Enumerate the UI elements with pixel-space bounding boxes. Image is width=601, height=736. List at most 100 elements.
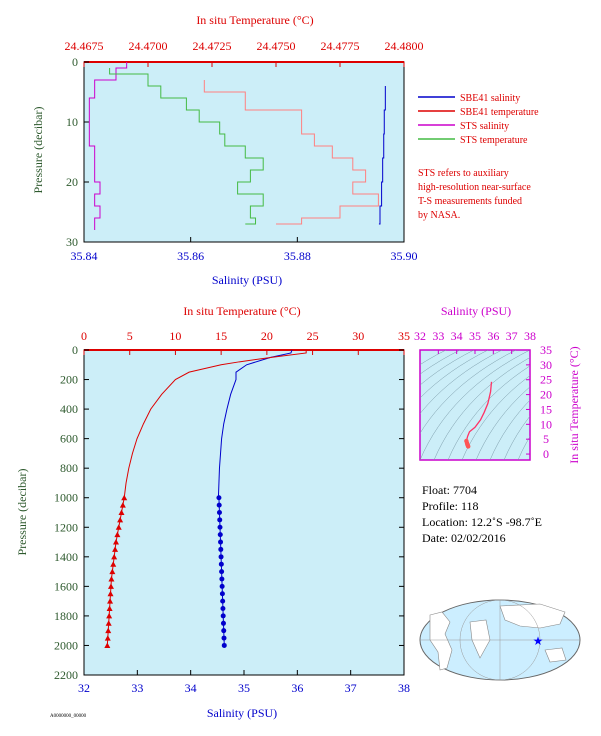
profile-marker-salinity-deep — [218, 546, 224, 552]
footer-code: A0000000_00000 — [50, 714, 87, 719]
top-y-tick-label: 30 — [66, 235, 78, 249]
profile-marker-salinity-deep — [216, 502, 222, 508]
sts-note: STS refers to auxiliary high-resolution n… — [418, 168, 531, 221]
ts-density-contour — [420, 350, 489, 399]
profile-x-tick-label: 36 — [291, 681, 303, 695]
profile-marker-temperature-deep — [106, 605, 113, 612]
ts-density-contour — [420, 350, 530, 460]
profile-series-temperature — [123, 350, 307, 498]
top-y-tick-label: 20 — [66, 175, 78, 189]
profile-series-salinity — [217, 349, 293, 498]
ts-density-contour — [489, 399, 530, 460]
profile-marker-salinity-deep — [218, 539, 224, 545]
ts-x-tick-label: 36 — [487, 329, 499, 343]
profile-marker-temperature-deep — [104, 635, 111, 641]
profile-marker-salinity-deep — [221, 628, 227, 634]
profile-y-tick-label: 200 — [60, 373, 78, 387]
profile-x2-tick-label: 15 — [215, 329, 227, 343]
top-x-tick-label: 35.88 — [284, 249, 311, 263]
profile-marker-salinity-deep — [216, 510, 222, 515]
top-y-tick-label: 0 — [72, 55, 78, 69]
profile-marker-salinity-deep — [217, 517, 223, 523]
profile-marker-temperature-deep — [117, 516, 124, 523]
profile-number: Profile: 118 — [422, 499, 479, 513]
world-map: ★ — [419, 599, 581, 681]
map-grid — [420, 599, 580, 681]
top-x-tick-label: 35.84 — [71, 249, 98, 263]
profile-x2-tick-label: 30 — [352, 329, 364, 343]
profile-y-tick-label: 1800 — [54, 609, 78, 623]
profile-marker-salinity-deep — [218, 561, 224, 567]
top-plot-area — [83, 61, 405, 243]
profile-y-label: Pressure (decibar) — [15, 469, 29, 556]
profile-y-tick-label: 0 — [72, 343, 78, 357]
top-x-tick-label: 35.90 — [391, 249, 418, 263]
profile-marker-temperature-deep — [105, 627, 112, 634]
profile-y-tick-label: 1400 — [54, 550, 78, 564]
profile-y-ticks: 0 200 400 600 800 1000 1200 1400 1600 1800 2000 220… — [54, 343, 404, 682]
top-x2-ticks: 24.4675 24.4700 24.4725 24.4750 24.4775 24.48… — [65, 39, 424, 67]
top-y-tick-label: 10 — [66, 115, 78, 129]
ts-x-tick-label: 32 — [414, 329, 426, 343]
profile-marker-salinity-deep — [218, 554, 224, 560]
ts-x-tick-label: 35 — [469, 329, 481, 343]
top-x-tick-label: 35.86 — [177, 249, 204, 263]
ts-series — [464, 381, 493, 449]
ts-x-ticks: 32 33 34 35 36 37 38 — [414, 329, 536, 354]
ts-y-tick-label: 20 — [540, 388, 552, 402]
profile-plot-area — [83, 349, 405, 676]
land-australia — [544, 647, 567, 663]
profile-x2-tick-label: 35 — [398, 329, 410, 343]
ts-y-label: In situ Temperature (°C) — [567, 346, 581, 463]
profile-marker-temperature-deep — [107, 598, 114, 604]
land-africa — [469, 619, 491, 659]
profile-x-tick-label: 32 — [78, 681, 90, 695]
ts-density-contour — [420, 350, 475, 386]
profile-x2-tick-label: 5 — [127, 329, 133, 343]
profile-x2-tick-label: 25 — [307, 329, 319, 343]
ts-point — [466, 444, 471, 449]
date: Date: 02/02/2016 — [422, 531, 506, 545]
profile-marker-salinity-deep — [219, 583, 225, 589]
location: Location: 12.2˚S -98.7˚E — [422, 515, 542, 529]
top-y-ticks: 0 10 20 30 — [66, 55, 89, 249]
profile-y-tick-label: 1600 — [54, 579, 78, 593]
ts-density-contour — [517, 436, 530, 460]
profile-marker-temperature-deep — [106, 612, 113, 619]
profile-y-tick-label: 1200 — [54, 520, 78, 534]
profile-x-ticks: 32 33 34 35 36 37 38 — [78, 670, 410, 695]
profile-marker-temperature-deep — [108, 575, 115, 582]
top-x2-tick-label: 24.4750 — [257, 39, 296, 53]
profile-marker-salinity-deep — [221, 642, 227, 648]
top-x-label: Salinity (PSU) — [212, 273, 282, 287]
profile-marker-temperature-deep — [107, 590, 114, 597]
ts-density-contour — [420, 350, 447, 365]
profile-y-tick-label: 800 — [60, 461, 78, 475]
note-line: T-S measurements funded — [418, 196, 522, 207]
top-series-sbe41-salinity — [378, 86, 386, 225]
profile-marker-salinity-deep — [220, 598, 226, 604]
top-y-label: Pressure (decibar) — [31, 107, 45, 194]
profile-y-tick-label: 2200 — [54, 668, 78, 682]
profile-marker-temperature-deep — [112, 546, 119, 552]
note-line: STS refers to auxiliary — [418, 168, 509, 179]
top-series-sts-temperature — [109, 68, 264, 225]
profile-marker-temperature-deep — [110, 561, 117, 567]
profile-marker-salinity-deep — [219, 569, 225, 575]
ts-diagram: Salinity (PSU) In situ Temperature (°C) … — [414, 304, 581, 464]
ts-series-line — [465, 381, 493, 442]
profile-x-tick-label: 38 — [398, 681, 410, 695]
ts-y-tick-label: 25 — [540, 373, 552, 387]
profile-marker-temperature-deep — [109, 568, 116, 575]
profile-marker-temperature-deep — [105, 620, 112, 626]
ts-x-tick-label: 33 — [432, 329, 444, 343]
profile-marker-temperature-deep — [115, 524, 122, 530]
profile-marker-temperature-deep — [114, 531, 121, 538]
profile-marker-salinity-deep — [217, 524, 223, 530]
map-land — [429, 603, 567, 671]
profile-y-tick-label: 400 — [60, 402, 78, 416]
profile-marker-salinity-deep — [219, 591, 225, 597]
profile-marker-temperature-deep — [113, 539, 119, 545]
